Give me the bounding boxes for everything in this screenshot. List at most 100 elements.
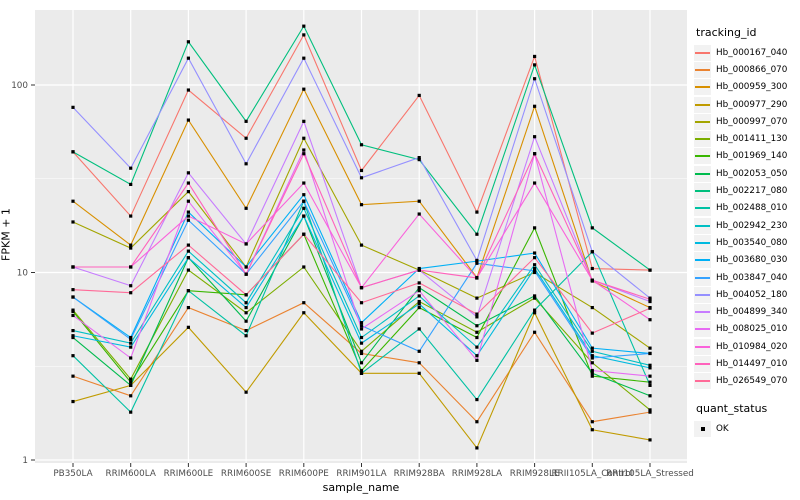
- legend-color-line-icon: [695, 380, 710, 383]
- data-point: [186, 56, 190, 60]
- data-point: [244, 334, 248, 338]
- data-point: [475, 261, 479, 265]
- data-point: [186, 325, 190, 329]
- data-point: [417, 268, 421, 272]
- legend-color-line-icon: [695, 86, 710, 89]
- data-point: [244, 390, 248, 394]
- data-point: [129, 335, 133, 340]
- data-point: [417, 93, 421, 98]
- data-point: [71, 220, 75, 224]
- data-point: [475, 276, 479, 280]
- data-point: [533, 77, 537, 81]
- legend-label: Hb_000167_040: [716, 47, 788, 58]
- x-tick-label: RRIM901LA: [336, 469, 386, 479]
- data-point: [359, 349, 364, 353]
- data-point: [129, 377, 133, 381]
- data-point: [533, 263, 537, 267]
- legend-entry: Hb_002217_080: [694, 182, 800, 200]
- data-point: [475, 397, 479, 402]
- legend-entry: Hb_002053_050: [694, 165, 800, 182]
- data-point: [359, 168, 364, 173]
- data-point: [129, 410, 133, 414]
- data-point: [648, 346, 652, 350]
- data-point: [129, 166, 133, 170]
- data-point: [359, 176, 364, 180]
- data-point: [417, 299, 421, 304]
- legend-key: [694, 321, 711, 338]
- data-point: [186, 218, 190, 222]
- y-tick-label: 1: [22, 456, 28, 466]
- data-point: [359, 321, 364, 325]
- data-point: [417, 361, 421, 365]
- data-point: [129, 291, 133, 295]
- data-point: [302, 119, 306, 123]
- data-point: [533, 256, 537, 260]
- data-point: [302, 181, 306, 185]
- legend-entry: Hb_004052_180: [694, 286, 800, 303]
- data-point: [71, 313, 75, 318]
- data-point: [475, 324, 479, 328]
- data-point: [590, 361, 594, 365]
- data-point: [533, 269, 537, 273]
- legend-color-line-icon: [695, 276, 710, 279]
- data-point: [648, 408, 652, 412]
- data-point: [533, 270, 537, 275]
- data-point: [186, 249, 190, 253]
- legend-label: Hb_000866_070: [716, 64, 788, 75]
- x-tick-label: RRIM928BA: [394, 469, 445, 479]
- data-point: [648, 410, 652, 414]
- data-point: [590, 349, 594, 353]
- legend-key: [694, 373, 711, 390]
- legend-key: [694, 252, 711, 269]
- data-point: [417, 294, 421, 298]
- data-point: [359, 341, 364, 345]
- data-point: [302, 136, 306, 140]
- x-tick-label: RRIM600LE: [164, 469, 214, 479]
- data-point: [186, 199, 190, 203]
- legend-key: [694, 79, 711, 96]
- black-square-marker-icon: [700, 426, 705, 431]
- data-point: [475, 446, 479, 450]
- y-tick-label: 10: [17, 269, 29, 279]
- x-tick-label: RRIM600PE: [279, 469, 329, 479]
- legend-color-line-icon: [695, 190, 710, 193]
- legend-label: Hb_000997_070: [716, 116, 788, 127]
- data-point: [129, 341, 133, 345]
- data-point: [71, 328, 75, 333]
- data-point: [533, 311, 537, 315]
- legend-label: Hb_008025_010: [716, 324, 788, 335]
- legend-color-line-icon: [695, 155, 710, 158]
- data-point: [186, 268, 190, 272]
- data-point: [71, 265, 75, 269]
- data-point: [129, 383, 133, 387]
- data-point: [302, 301, 306, 305]
- legend-entry: Hb_003540_080: [694, 234, 800, 251]
- data-point: [359, 203, 364, 207]
- data-point: [648, 394, 652, 398]
- tracking-id-legend-entries: Hb_000167_040 Hb_000866_070 Hb_000959_300 H…: [694, 44, 800, 390]
- data-point: [417, 286, 421, 290]
- data-point: [533, 296, 537, 300]
- data-point: [475, 315, 479, 319]
- data-point: [475, 232, 479, 236]
- data-point: [71, 354, 75, 358]
- legend-key: [694, 269, 711, 286]
- data-point: [129, 246, 133, 250]
- data-point: [186, 118, 190, 122]
- legend-label: Hb_004899_340: [716, 307, 788, 318]
- data-point: [71, 199, 75, 203]
- legend-key: [694, 183, 711, 200]
- legend-key: [694, 304, 711, 321]
- data-point: [302, 33, 306, 37]
- data-point: [417, 199, 421, 203]
- data-point: [129, 356, 133, 360]
- data-point: [244, 305, 248, 310]
- data-point: [475, 210, 479, 214]
- legend-label: Hb_001411_130: [716, 134, 788, 145]
- data-point: [302, 311, 306, 315]
- data-point: [129, 265, 133, 269]
- data-point: [417, 281, 421, 285]
- data-point: [648, 318, 652, 322]
- data-point: [417, 156, 421, 160]
